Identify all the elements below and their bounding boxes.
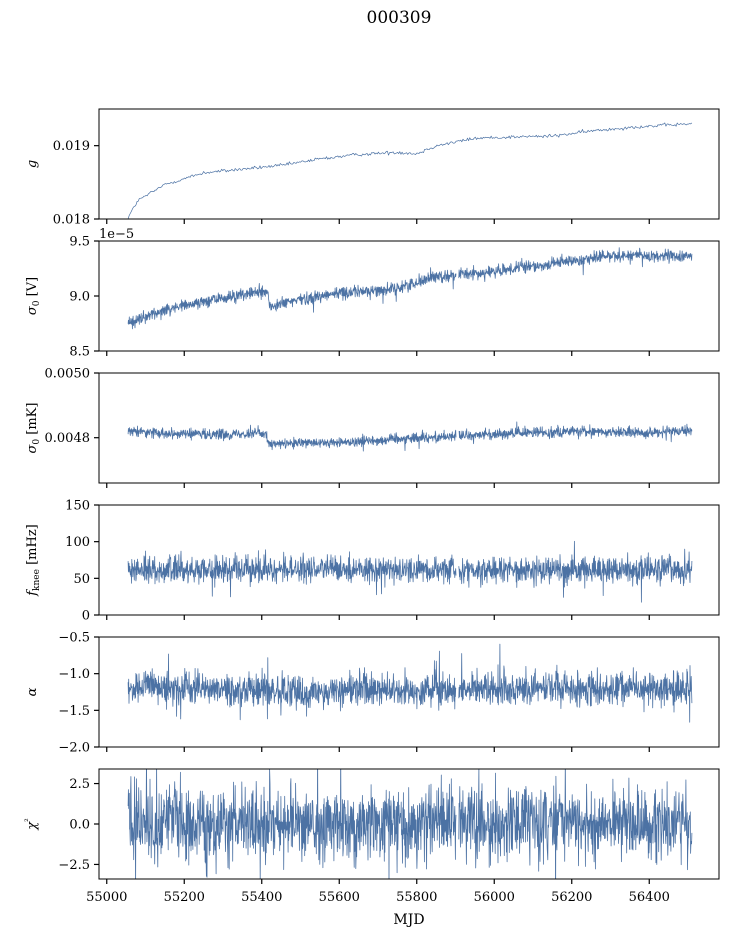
x-tick-label-6: 56200 [551, 890, 592, 905]
panel-sigma0_mK: 0.0048 0.0050 σ0 [mK] [25, 367, 720, 488]
panel-frame-fknee [98, 504, 720, 616]
series-line-chi2 [127, 769, 693, 879]
y-axis-label-sigma0_V: σ0 [V] [25, 277, 42, 315]
panel-frame-g [98, 108, 720, 220]
figure-title: 000309 [367, 8, 432, 28]
y-axis-label-chi2: χ² [24, 818, 40, 831]
y-tick-label-sigma0_mK-1: 0.0050 [45, 367, 91, 382]
y-tick-label-chi2-1: 0.0 [69, 818, 90, 833]
y-tick-label-fknee-2: 100 [65, 535, 90, 550]
series-line-alpha [127, 643, 693, 723]
y-tick-label-alpha-0: −2.0 [58, 741, 90, 756]
y-tick-label-sigma0_mK-0: 0.0048 [45, 431, 91, 446]
y-tick-label-alpha-2: −1.0 [58, 667, 90, 682]
panel-g: 0.018 0.019 g [25, 108, 720, 228]
series-line-sigma0_V [127, 247, 693, 330]
panel-chi2: −2.5 0.0 2.5 χ² [24, 768, 720, 884]
x-tick-label-0: 55000 [86, 890, 127, 905]
x-tick-label-4: 55800 [396, 890, 437, 905]
x-tick-label-3: 55600 [319, 890, 360, 905]
y-tick-label-fknee-0: 0 [82, 609, 90, 624]
y-tick-label-g-1: 0.019 [53, 139, 90, 154]
panel-fknee: 0 50 100 150 fknee [mHz] [25, 499, 720, 624]
panel-frame-alpha [98, 636, 720, 748]
y-tick-label-fknee-3: 150 [65, 499, 90, 514]
y-tick-label-g-0: 0.018 [53, 213, 90, 228]
x-tick-label-7: 56400 [629, 890, 670, 905]
panel-sigma0_V: 8.5 9.0 9.5 1e−5 σ0 [V] [25, 227, 720, 360]
y-tick-label-alpha-1: −1.5 [58, 704, 90, 719]
y-tick-label-alpha-3: −0.5 [58, 631, 90, 646]
y-tick-label-sigma0_V-1: 9.0 [69, 290, 90, 305]
y-axis-label-alpha: α [25, 687, 40, 696]
x-axis: 55000 55200 55400 55600 55800 56000 56200 56400 [86, 890, 670, 905]
x-tick-label-5: 56000 [474, 890, 515, 905]
y-axis-label-sigma0_mK: σ0 [mK] [25, 403, 42, 454]
x-axis-label: MJD [393, 912, 424, 928]
y-axis-label-fknee: fknee [mHz] [25, 524, 42, 597]
offset-text-sigma0_V: 1e−5 [99, 227, 134, 242]
y-axis-label-g: g [25, 160, 40, 168]
series-line-sigma0_mK [127, 421, 693, 452]
y-tick-label-fknee-1: 50 [73, 572, 90, 587]
y-tick-label-sigma0_V-2: 9.5 [69, 235, 90, 250]
y-tick-label-chi2-2: 2.5 [69, 777, 90, 792]
y-tick-label-sigma0_V-0: 8.5 [69, 345, 90, 360]
series-line-fknee [127, 540, 693, 603]
y-tick-label-chi2-0: −2.5 [58, 858, 90, 873]
panel-alpha: −2.0 −1.5 −1.0 −0.5 α [25, 631, 720, 756]
x-tick-label-2: 55400 [241, 890, 282, 905]
x-tick-label-1: 55200 [164, 890, 205, 905]
series-line-g [127, 122, 693, 219]
panel-frame-sigma0_mK [98, 372, 720, 484]
